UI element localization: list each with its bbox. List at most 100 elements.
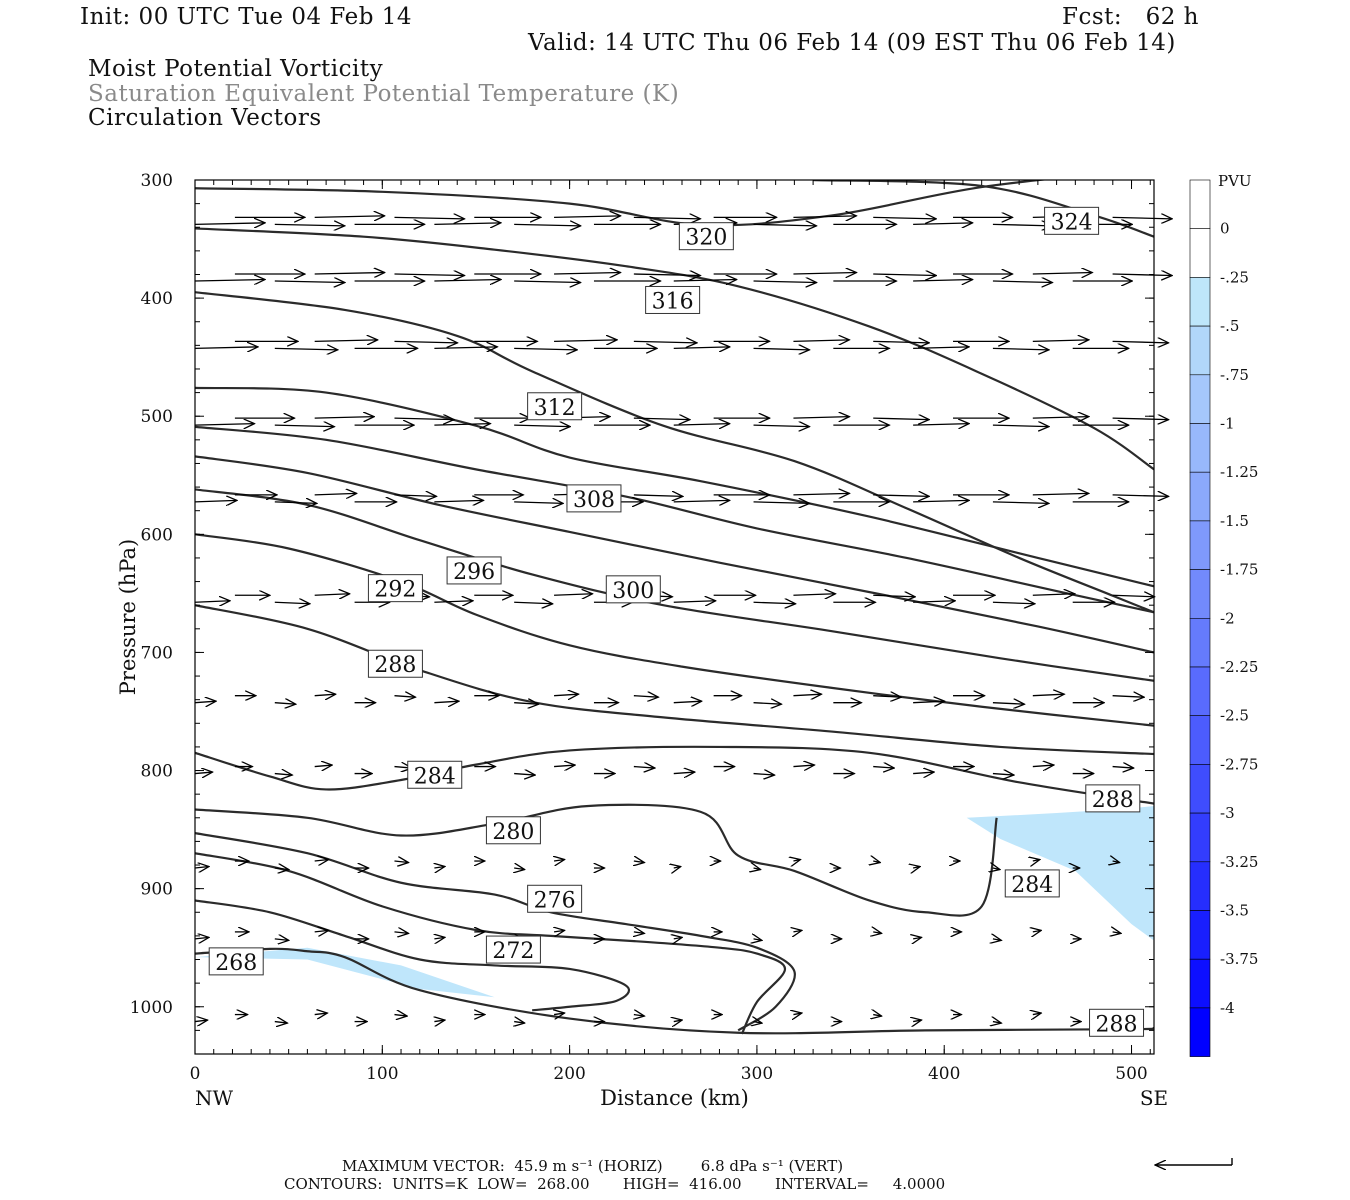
circulation-vector xyxy=(1112,217,1173,219)
colorbar-swatch xyxy=(1189,958,1211,1009)
circulation-vector xyxy=(274,602,310,604)
x-end-label-left: NW xyxy=(195,1086,234,1110)
colorbar-tick-label: -2.25 xyxy=(1220,658,1258,676)
contour-label-box xyxy=(645,285,701,314)
circulation-vector xyxy=(634,932,645,934)
circulation-vector xyxy=(1032,694,1065,696)
theta-es-contour xyxy=(195,745,1154,805)
circulation-vector xyxy=(194,500,237,502)
circulation-vector xyxy=(274,939,289,941)
circulation-vector xyxy=(1033,860,1040,862)
circulation-vector xyxy=(753,774,775,776)
circulation-vector xyxy=(634,1015,645,1017)
colorbar-tick-label: -1.5 xyxy=(1220,512,1249,530)
circulation-vector xyxy=(1112,274,1173,276)
circulation-vector xyxy=(992,774,1014,776)
circulation-vector xyxy=(992,502,1049,504)
y-tick-label: 800 xyxy=(141,762,173,782)
contour-label-box xyxy=(527,392,583,421)
circulation-vector xyxy=(674,937,682,939)
circulation-vector xyxy=(274,774,293,776)
contour-label: 292 xyxy=(374,578,416,603)
y-tick-label: 600 xyxy=(141,525,173,545)
field-title-thetaes: Saturation Equivalent Potential Temperat… xyxy=(88,81,680,107)
colorbar-tick-label: -3.75 xyxy=(1220,950,1258,968)
circulation-vector xyxy=(314,273,385,275)
circulation-vector xyxy=(633,418,690,420)
circulation-vector xyxy=(673,347,730,349)
circulation-vector xyxy=(993,1022,1001,1024)
circulation-vector xyxy=(1113,932,1121,934)
x-end-label-right: SE xyxy=(1140,1086,1168,1110)
circulation-vector xyxy=(314,860,329,862)
circulation-vector xyxy=(673,701,702,703)
circulation-vector xyxy=(793,340,849,342)
circulation-vector xyxy=(314,216,385,218)
circulation-vector xyxy=(913,347,969,349)
circulation-vector xyxy=(194,772,213,774)
circulation-vector xyxy=(514,1022,525,1024)
circulation-vector xyxy=(1032,417,1089,419)
circulation-vector xyxy=(873,1015,881,1017)
circulation-vector xyxy=(554,216,621,218)
circulation-vector xyxy=(1112,495,1169,497)
contour-label-box xyxy=(527,884,583,913)
mpv-fill-region xyxy=(966,805,1154,941)
colorbar-tick-label: -.25 xyxy=(1220,268,1249,286)
contour-label: 268 xyxy=(215,951,257,976)
contour-label-box xyxy=(485,935,541,964)
circulation-vector xyxy=(514,425,570,427)
circulation-vector xyxy=(913,701,945,703)
circulation-vector xyxy=(554,273,621,275)
theta-es-contour xyxy=(195,488,1154,682)
circulation-vector xyxy=(633,767,655,769)
circulation-vector xyxy=(514,281,581,283)
contour-label: 280 xyxy=(492,820,534,845)
circulation-vector xyxy=(673,280,737,282)
colorbar-unit: PVU xyxy=(1218,172,1252,190)
valid-time: Valid: 14 UTC Thu 06 Feb 14 (09 EST Thu … xyxy=(528,30,1176,56)
circulation-vector xyxy=(754,939,762,941)
circulation-vector xyxy=(673,772,695,774)
circulation-vector xyxy=(753,502,810,504)
circulation-vector xyxy=(194,601,230,603)
contour-label-box xyxy=(1089,1008,1145,1037)
contour-label-box xyxy=(367,574,423,603)
circulation-vector xyxy=(554,765,575,767)
contour-label-box xyxy=(1085,784,1141,813)
circulation-vector xyxy=(194,347,258,349)
circulation-vector xyxy=(873,767,894,769)
contour-label: 284 xyxy=(414,764,456,789)
circulation-vector xyxy=(993,868,1000,870)
y-tick-label: 300 xyxy=(141,171,173,191)
circulation-vector xyxy=(793,273,856,275)
colorbar-swatch xyxy=(1189,520,1211,570)
circulation-vector xyxy=(434,701,459,703)
circulation-vector xyxy=(194,280,265,282)
circulation-vector xyxy=(434,347,497,349)
colorbar-tick-label: 0 xyxy=(1220,220,1230,238)
circulation-vector xyxy=(1112,341,1169,343)
circulation-vector xyxy=(434,424,490,426)
circulation-vector xyxy=(514,774,535,776)
theta-es-contour xyxy=(195,425,1154,614)
circulation-vector xyxy=(913,500,969,502)
circulation-vector xyxy=(1032,340,1089,342)
contour-label: 284 xyxy=(1011,873,1053,898)
contour-label: 312 xyxy=(534,396,576,421)
contour-label-box xyxy=(1044,206,1100,235)
theta-es-contour xyxy=(195,604,1154,756)
circulation-vector xyxy=(793,594,835,596)
circulation-vector xyxy=(514,868,525,870)
circulation-vector xyxy=(992,224,1053,226)
circulation-vector xyxy=(793,417,849,419)
circulation-vector xyxy=(1113,861,1120,863)
circulation-vector xyxy=(793,860,800,862)
colorbar-tick-label: -2 xyxy=(1220,609,1235,627)
colorbar-swatch xyxy=(1189,179,1211,230)
circulation-vector xyxy=(793,694,821,696)
colorbar-swatch xyxy=(1189,374,1211,424)
contour-label-box xyxy=(407,760,463,789)
circulation-vector xyxy=(873,861,880,863)
